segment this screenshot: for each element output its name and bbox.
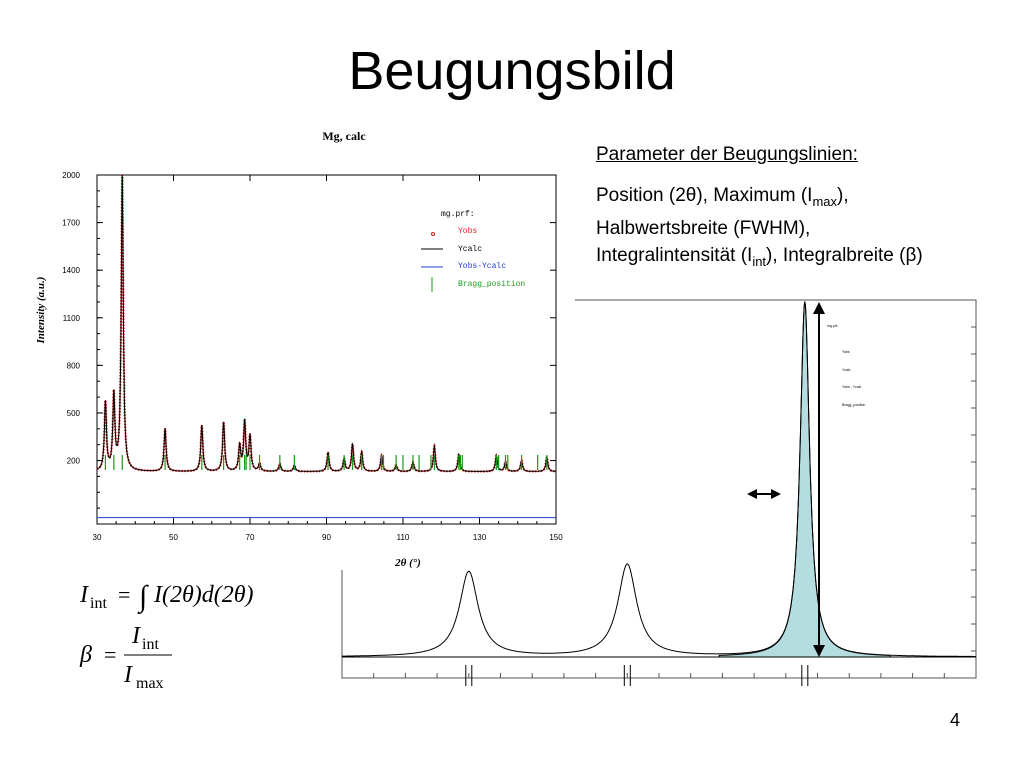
formula-integral-rhs: I(2θ)d(2θ) xyxy=(153,582,254,608)
chart1-legend-ycalc: Ycalc xyxy=(458,245,482,254)
chart1-bragg-markers xyxy=(104,455,548,470)
formula-integral-sign: ∫ xyxy=(137,580,149,615)
chart1-ylabel: Intensity (a.u.) xyxy=(35,277,47,345)
formula-integral-lhs-sub: int xyxy=(90,595,107,612)
chart1-legend-yobs: Yobs xyxy=(458,227,477,236)
chart1-xtick-label: 110 xyxy=(397,533,410,542)
formula-beta-num-sub: int xyxy=(142,636,159,653)
chart1-series-yobs xyxy=(96,174,557,473)
formula-beta-lhs: β xyxy=(79,642,92,668)
chart2-legend-1: Yobs xyxy=(842,350,850,354)
chart1-legend-title: mg.prf: xyxy=(441,210,475,219)
chart1-x-ticks: 30 50 70 90 110 130 150 xyxy=(93,175,563,542)
chart2-highlighted-peak-area xyxy=(718,301,892,658)
profile-chart: mg.prf: Yobs Ycalc Yobs - Ycalc Bragg_po… xyxy=(341,299,977,686)
chart1-ytick-label: 1700 xyxy=(62,219,80,228)
rietveld-chart: Mg, calc 200 500 800 1100 1400 1700 2000 30 50 7… xyxy=(35,129,563,569)
chart2-profile-curve xyxy=(342,301,976,657)
chart1-ytick-label: 2000 xyxy=(62,171,80,180)
chart1-xtick-label: 130 xyxy=(473,533,487,542)
param-line-1a: Position (2θ), Maximum (I xyxy=(596,185,813,206)
slide-title: Beugungsbild xyxy=(348,41,676,101)
formula-beta: β = I int I max xyxy=(79,623,172,692)
chart1-y-ticks: 200 500 800 1100 1400 1700 2000 xyxy=(62,171,556,466)
chart1-xtick-label: 30 xyxy=(93,533,102,542)
param-line-3b: ), Integralbreite (β) xyxy=(766,244,923,266)
chart2-frame xyxy=(341,299,977,679)
param-sub-max: max xyxy=(812,193,838,209)
param-line-1b: ), xyxy=(837,185,849,206)
chart2-legend-4: Bragg_position xyxy=(842,403,865,407)
page-number: 4 xyxy=(950,710,961,730)
fwhm-arrow-right xyxy=(771,489,781,499)
chart2-ticks xyxy=(341,299,977,679)
chart1-legend-yobs-marker xyxy=(431,232,435,236)
chart1-legend-diff: Yobs-Ycalc xyxy=(458,262,506,271)
formula-integral-lhs: I xyxy=(79,582,89,608)
formula-integral-equals: = xyxy=(118,582,130,607)
chart2-legend-2: Ycalc xyxy=(842,368,851,372)
chart1-xlabel: 2θ (°) xyxy=(394,557,421,569)
chart1-xtick-label: 50 xyxy=(169,533,178,542)
chart2-legend: mg.prf: Yobs Ycalc Yobs - Ycalc Bragg_po… xyxy=(827,324,865,407)
chart1-ytick-label: 1100 xyxy=(63,314,81,323)
chart1-ytick-label: 1400 xyxy=(62,266,80,275)
formula-beta-den-sub: max xyxy=(136,675,164,692)
param-line-2: Halbwertsbreite (FWHM), xyxy=(596,217,811,239)
chart2-bragg-markers xyxy=(465,665,809,686)
parameters-heading: Parameter der Beugungslinien: xyxy=(596,144,858,165)
param-line-3a: Integralintensität (I xyxy=(596,244,753,266)
formula-integral: I int = ∫ I(2θ)d(2θ) xyxy=(79,580,254,615)
formula-beta-den: I xyxy=(123,662,133,688)
chart2-legend-title: mg.prf: xyxy=(827,324,838,328)
imax-arrow-top xyxy=(813,302,825,314)
chart1-ytick-label: 500 xyxy=(67,409,81,418)
formula-beta-num: I xyxy=(131,623,141,649)
formula-beta-equals: = xyxy=(104,642,116,667)
chart1-legend-bragg: Bragg_position xyxy=(458,280,525,289)
chart1-xtick-label: 70 xyxy=(246,533,255,542)
chart1-xtick-label: 150 xyxy=(549,533,563,542)
param-sub-int: int xyxy=(752,253,767,269)
chart1-ytick-label: 800 xyxy=(67,361,81,370)
fwhm-arrow-left xyxy=(747,489,757,499)
chart1-xtick-label: 90 xyxy=(322,533,331,542)
chart1-minor-ticks xyxy=(96,174,557,525)
chart1-title: Mg, calc xyxy=(322,129,366,143)
chart1-ytick-label: 200 xyxy=(67,457,81,466)
chart1-legend: mg.prf: Yobs Ycalc Yobs-Ycalc Bragg_posi… xyxy=(421,210,525,292)
chart2-legend-3: Yobs - Ycalc xyxy=(842,385,862,389)
chart1-series-ycalc xyxy=(96,174,557,472)
parameters-text: Position (2θ), Maximum (Imax), Halbwerts… xyxy=(596,182,923,275)
imax-arrow-bottom xyxy=(813,645,825,657)
